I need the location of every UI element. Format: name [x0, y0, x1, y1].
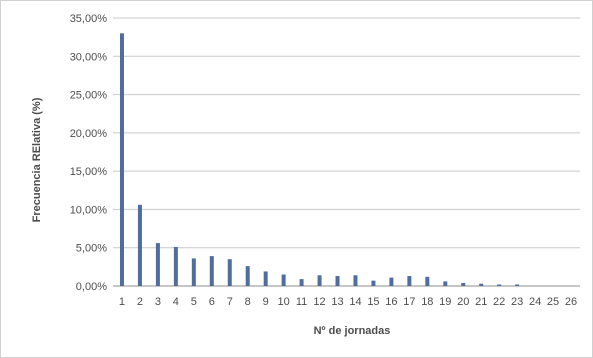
bar: [281, 274, 286, 286]
bars: [119, 33, 520, 286]
bar: [479, 283, 484, 286]
x-tick-label: 13: [331, 296, 343, 308]
y-tick-label: 25,00%: [70, 90, 108, 102]
bar: [209, 256, 214, 286]
x-tick-label: 20: [457, 296, 469, 308]
x-tick-label: 15: [367, 296, 379, 308]
x-tick-label: 11: [296, 296, 307, 308]
x-tick-label: 5: [191, 296, 197, 308]
x-tick-label: 21: [475, 296, 487, 308]
x-tick-label: 6: [209, 296, 215, 308]
x-tick-label: 12: [313, 296, 325, 308]
bar: [497, 284, 502, 286]
y-tick-label: 30,00%: [70, 51, 108, 63]
x-tick-label: 7: [227, 296, 233, 308]
y-tick-label: 15,00%: [70, 166, 108, 178]
bar: [389, 277, 394, 286]
bar: [137, 204, 142, 286]
x-tick-label: 25: [547, 296, 559, 308]
bar: [443, 281, 448, 286]
bar: [245, 266, 250, 286]
bar: [461, 282, 466, 286]
x-tick-label: 3: [155, 296, 161, 308]
bar: [191, 258, 196, 286]
x-tick-label: 9: [263, 296, 269, 308]
x-tick-label: 2: [137, 296, 143, 308]
bar: [173, 246, 178, 286]
bar: [119, 33, 124, 286]
x-tick-label: 24: [529, 296, 541, 308]
y-tick-label: 35,00%: [70, 13, 108, 25]
bar: [335, 276, 340, 286]
x-tick-label: 10: [278, 296, 290, 308]
x-tick-label: 19: [439, 296, 451, 308]
y-axis-title: Frecuencia RElativa (%): [31, 97, 43, 222]
bar: [299, 279, 304, 286]
bar: [353, 275, 358, 286]
x-tick-label: 16: [385, 296, 397, 308]
bar: [317, 275, 322, 286]
x-tick-label: 14: [349, 296, 361, 308]
x-tick-label: 26: [565, 296, 577, 308]
gridlines: [113, 17, 580, 287]
x-axis-title: Nº de jornadas: [314, 325, 391, 337]
x-tick-label: 8: [245, 296, 251, 308]
x-tick-label: 23: [511, 296, 523, 308]
bar: [425, 276, 430, 286]
y-tick-labels: 0,00% 5,00% 10,00% 15,00% 20,00% 25,00% 30,00%…: [70, 13, 108, 293]
bar: [155, 243, 160, 286]
y-tick-label: 20,00%: [70, 128, 108, 140]
y-tick-label: 5,00%: [76, 243, 107, 255]
bar: [515, 284, 520, 286]
x-tick-label: 17: [403, 296, 415, 308]
y-tick-label: 0,00%: [76, 281, 107, 293]
x-tick-label: 22: [493, 296, 505, 308]
y-tick-label: 10,00%: [70, 204, 108, 216]
bar: [371, 280, 376, 286]
x-tick-labels: 1 2 3 4 5 6 7 8 9 10 11 12 13 14 15 16 17 18 19 20 21 22 23 24 2…: [119, 296, 577, 308]
x-tick-label: 4: [173, 296, 179, 308]
x-tick-label: 18: [421, 296, 433, 308]
bar: [407, 276, 412, 286]
x-tick-label: 1: [119, 296, 125, 308]
bar: [227, 259, 232, 286]
bar: [263, 271, 268, 286]
